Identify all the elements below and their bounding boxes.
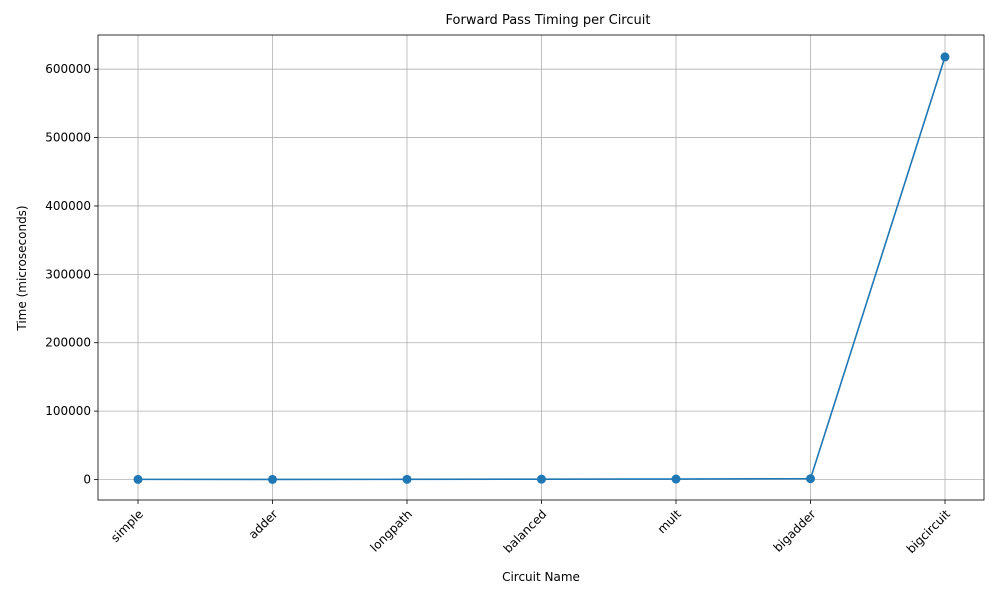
x-tick-label: mult [655,507,684,536]
grid-layer [98,35,984,500]
y-axis-label: Time (microseconds) [15,205,29,331]
y-tick-label: 600000 [45,62,91,76]
x-tick-label: adder [246,507,281,542]
series-layer [133,52,950,484]
data-point-mult [671,474,681,484]
x-tick-label: balanced [501,507,550,556]
x-axis: simple adder longpath balanced mult bigadder b… [108,500,953,556]
x-tick-label: longpath [367,507,415,555]
data-point-adder [268,474,277,484]
y-axis: 0 100000 200000 300000 400000 500000 600000 [45,62,98,486]
y-tick-label: 500000 [45,131,91,145]
y-tick-label: 200000 [45,336,91,350]
chart-title: Forward Pass Timing per Circuit [446,13,651,28]
x-tick-label: bigadder [771,507,819,555]
data-point-longpath [402,474,412,484]
y-tick-label: 0 [83,472,91,486]
y-tick-label: 400000 [45,199,91,213]
data-point-simple [133,474,143,484]
plot-frame [97,34,985,501]
x-tick-label: bigcircuit [904,507,953,556]
data-point-bigadder [806,474,815,484]
x-tick-label: simple [108,507,146,545]
x-axis-label: Circuit Name [502,570,580,584]
data-point-bigcircuit [940,52,950,62]
data-point-balanced [537,474,546,484]
y-tick-label: 300000 [45,267,91,281]
y-tick-label: 100000 [45,404,91,418]
